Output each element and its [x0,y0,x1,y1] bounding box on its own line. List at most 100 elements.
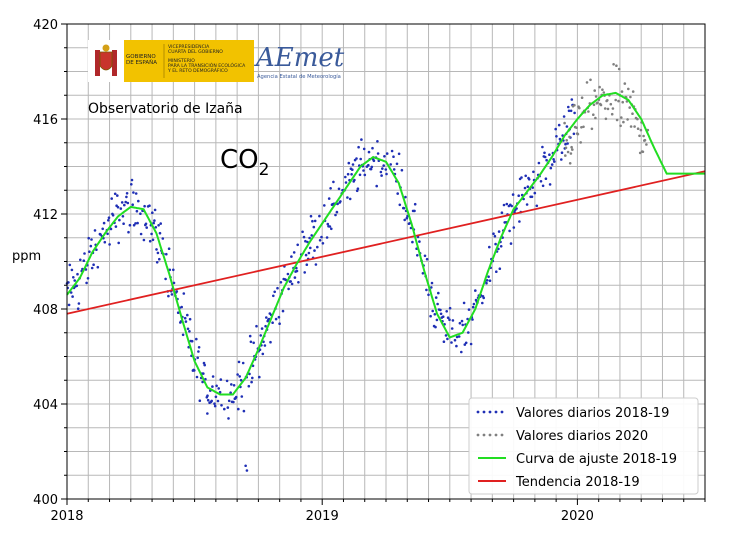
daily-value-point-2018-19 [481,301,484,305]
daily-value-point-2018-19 [344,181,348,184]
daily-value-point-2020 [642,134,645,138]
daily-value-point-2018-19 [385,152,389,155]
daily-value-point-2018-19 [67,281,70,284]
daily-value-point-2018-19 [309,246,312,250]
daily-value-point-2018-19 [154,226,158,229]
daily-value-point-2018-19 [202,372,205,375]
daily-value-point-2020 [568,162,572,165]
daily-value-point-2018-19 [313,219,317,223]
daily-value-point-2018-19 [404,195,407,199]
daily-value-point-2018-19 [276,286,279,290]
daily-value-point-2018-19 [153,208,157,212]
daily-value-point-2018-19 [247,384,251,388]
tick-labels: 400 404 408 412 416 420 2018 2019 2020 [33,18,594,524]
daily-value-point-2018-19 [216,399,220,403]
daily-value-point-2018-19 [167,247,171,250]
daily-value-point-2018-19 [143,204,146,208]
daily-value-point-2018-19 [362,147,366,151]
daily-value-point-2020 [643,138,647,142]
daily-value-point-2018-19 [376,140,379,143]
legend-marker-dot [482,410,486,414]
daily-value-point-2018-19 [258,375,261,379]
daily-value-point-2018-19 [312,225,316,229]
daily-value-point-2018-19 [370,165,374,169]
daily-value-point-2018-19 [116,194,119,197]
daily-value-point-2018-19 [130,178,134,182]
daily-value-point-2018-19 [358,173,362,177]
daily-value-point-2018-19 [384,168,388,171]
daily-value-point-2020 [601,88,604,91]
daily-value-point-2018-19 [316,245,319,249]
daily-value-point-2018-19 [525,203,529,206]
fit-curve-line [66,91,705,396]
daily-value-point-2020 [622,120,625,124]
station-label: Observatorio de Izaña [88,101,243,117]
daily-value-point-2020 [636,117,639,121]
daily-value-point-2018-19 [117,241,120,245]
daily-value-point-2018-19 [172,281,176,285]
svg-text:DE ESPAÑA: DE ESPAÑA [126,59,157,66]
daily-value-point-2018-19 [164,277,167,281]
daily-value-point-2018-19 [196,356,199,360]
daily-value-point-2018-19 [96,265,100,269]
daily-value-point-2018-19 [441,315,445,319]
daily-value-point-2018-19 [136,221,139,225]
daily-value-point-2018-19 [107,219,110,222]
daily-value-point-2018-19 [357,145,360,149]
daily-value-point-2018-19 [269,340,272,344]
legend: Valores diarios 2018-19 Valores diarios … [468,397,699,495]
daily-value-point-2020 [575,126,578,129]
daily-value-point-2018-19 [572,132,576,136]
daily-value-point-2018-19 [437,291,440,295]
daily-value-point-2018-19 [127,230,130,234]
daily-value-point-2018-19 [413,209,416,213]
daily-value-point-2018-19 [292,251,296,254]
daily-value-point-2018-19 [429,314,432,318]
daily-value-point-2018-19 [460,319,464,323]
legend-marker-dot [488,433,492,437]
daily-value-point-2020 [585,81,589,84]
daily-value-point-2018-19 [512,226,516,229]
daily-value-point-2020 [594,95,598,98]
daily-value-point-2018-19 [165,252,168,256]
daily-value-point-2018-19 [446,337,449,341]
daily-value-point-2018-19 [444,334,448,337]
daily-value-point-2018-19 [411,240,414,244]
daily-value-point-2020 [578,106,581,110]
daily-value-point-2018-19 [509,242,513,245]
daily-value-point-2018-19 [553,160,556,163]
daily-value-point-2020 [626,118,629,121]
daily-value-point-2018-19 [451,319,455,322]
daily-value-point-2018-19 [302,235,306,239]
daily-value-point-2018-19 [79,258,82,262]
daily-value-point-2018-19 [260,327,264,330]
daily-value-point-2018-19 [153,219,156,222]
daily-value-point-2020 [571,148,574,151]
daily-value-point-2018-19 [241,361,245,365]
daily-value-point-2018-19 [151,211,154,214]
axis-ticks [61,23,706,505]
daily-value-point-2018-19 [385,172,388,176]
daily-value-point-2020 [603,107,607,110]
daily-value-point-2018-19 [434,325,437,329]
daily-value-point-2020 [645,143,648,146]
daily-value-point-2020 [570,145,573,149]
legend-marker-dot [488,410,492,414]
svg-text:Curva de ajuste 2018-19: Curva de ajuste 2018-19 [516,452,677,467]
daily-value-point-2018-19 [139,232,143,236]
daily-value-point-2018-19 [305,263,309,267]
daily-value-point-2018-19 [518,220,521,223]
legend-item-daily-2020: Valores diarios 2020 [476,429,648,444]
daily-value-point-2018-19 [332,180,335,184]
daily-value-point-2020 [620,90,624,93]
daily-value-point-2020 [592,113,595,116]
daily-value-point-2018-19 [206,394,209,398]
daily-value-point-2018-19 [558,137,562,141]
svg-text:GOBIERNO: GOBIERNO [126,54,156,60]
daily-value-point-2018-19 [314,263,318,266]
daily-value-point-2018-19 [460,350,463,354]
daily-value-point-2018-19 [453,338,457,342]
daily-value-point-2018-19 [152,221,155,225]
daily-value-point-2018-19 [223,407,226,411]
daily-value-point-2018-19 [287,287,290,291]
